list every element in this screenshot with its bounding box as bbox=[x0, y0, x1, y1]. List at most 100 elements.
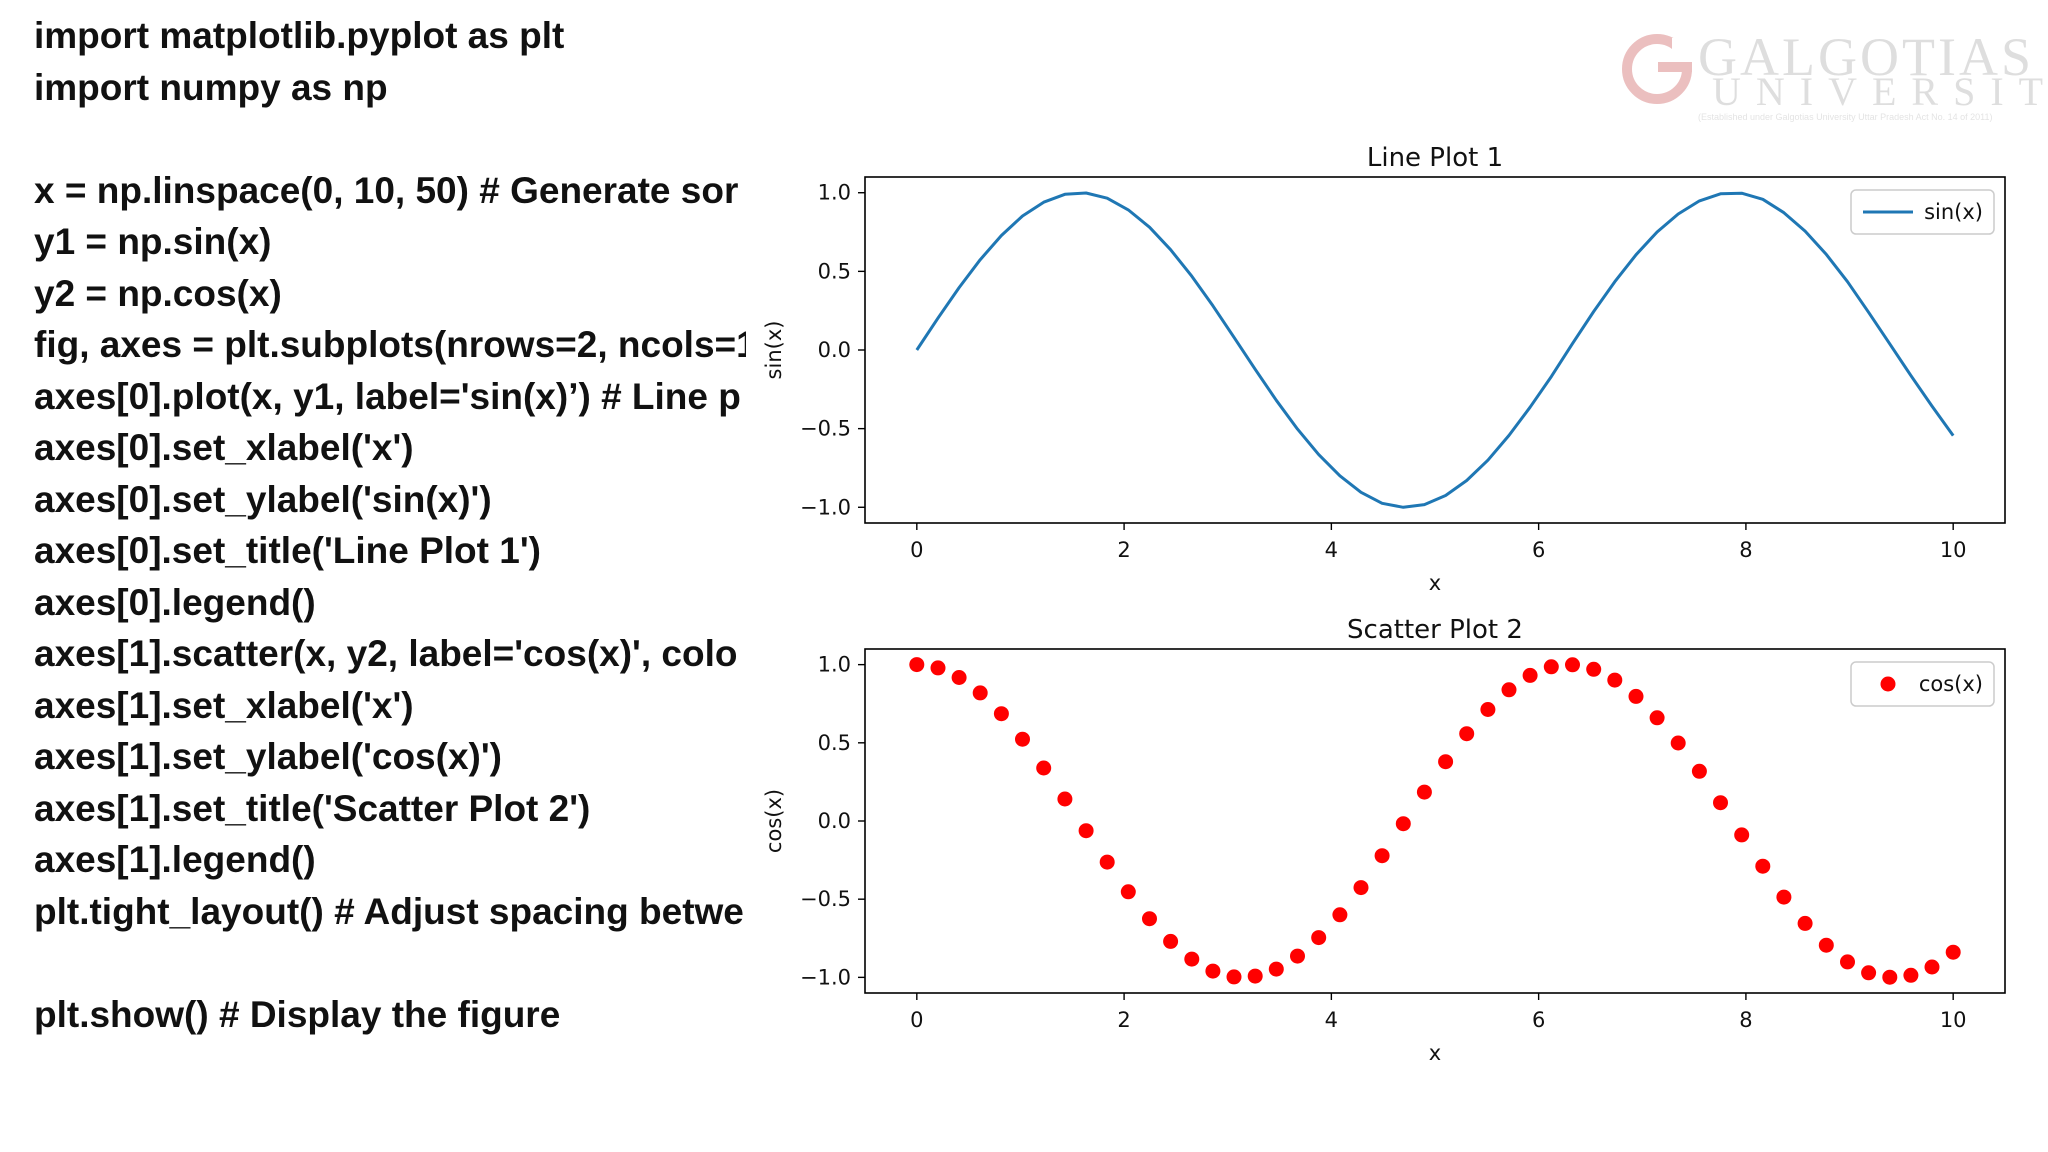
code-line: y1 = np.sin(x) bbox=[34, 221, 272, 262]
code-line: axes[1].scatter(x, y2, label='cos(x)', c… bbox=[34, 633, 738, 674]
scatter-point bbox=[1797, 915, 1813, 931]
y-axis-label: sin(x) bbox=[762, 321, 786, 380]
series-line-sin bbox=[915, 191, 1955, 509]
scatter-point bbox=[1649, 710, 1665, 726]
university-logo: GALGOTIAS UNIVERSITY (Established under … bbox=[1600, 0, 2048, 140]
scatter-point bbox=[1691, 763, 1707, 779]
x-tick-label: 4 bbox=[1325, 1008, 1338, 1032]
scatter-point bbox=[1268, 961, 1284, 977]
scatter-point bbox=[951, 670, 967, 685]
x-tick-label: 10 bbox=[1940, 1008, 1967, 1032]
scatter-point bbox=[1374, 848, 1390, 864]
scatter-point bbox=[909, 657, 925, 673]
y-tick-label: 0.0 bbox=[818, 338, 851, 362]
scatter-point bbox=[1247, 968, 1263, 984]
scatter-point bbox=[1459, 726, 1475, 742]
scatter-point bbox=[1184, 951, 1200, 967]
legend: cos(x) bbox=[1850, 661, 1995, 707]
chart-title: Scatter Plot 2 bbox=[1347, 615, 1523, 645]
code-listing: import matplotlib.pyplot as plt import nu… bbox=[34, 10, 746, 1060]
scatter-point bbox=[1522, 667, 1538, 683]
scatter-point bbox=[1057, 791, 1073, 807]
scatter-point bbox=[1226, 969, 1242, 985]
scatter-point bbox=[1670, 735, 1686, 751]
scatter-point bbox=[1818, 937, 1834, 953]
scatter-point bbox=[1099, 854, 1115, 870]
logo-name: GALGOTIAS bbox=[1698, 27, 2034, 87]
code-line: axes[0].set_xlabel('x') bbox=[34, 427, 414, 468]
scatter-point bbox=[993, 706, 1009, 722]
legend-label: cos(x) bbox=[1919, 672, 1983, 696]
scatter-point bbox=[1311, 930, 1327, 946]
scatter-point bbox=[1628, 688, 1644, 704]
code-line: axes[0].plot(x, y1, label='sin(x)’) # Li… bbox=[34, 375, 741, 417]
y-tick-label: 0.5 bbox=[818, 259, 851, 283]
code-line: axes[1].set_ylabel('cos(x)') bbox=[34, 736, 502, 777]
x-tick-label: 6 bbox=[1532, 1008, 1545, 1032]
code-line: y2 = np.cos(x) bbox=[34, 272, 282, 314]
scatter-point bbox=[1755, 858, 1771, 874]
scatter-plot-axes: Scatter Plot 2 0 2 4 6 8 10 1.0 0.5 0.0 −0.5 −1.0 x c… bbox=[762, 615, 2006, 1065]
y-tick-label: 1.0 bbox=[818, 653, 851, 677]
y-tick-label: 0.5 bbox=[818, 731, 851, 755]
scatter-point bbox=[1565, 657, 1580, 673]
axes-frame bbox=[864, 648, 2006, 994]
scatter-point bbox=[1840, 954, 1855, 970]
scatter-point bbox=[1142, 911, 1157, 927]
scatter-point bbox=[930, 660, 946, 676]
x-axis-label: x bbox=[1429, 1041, 1441, 1065]
code-line: axes[0].set_title('Line Plot 1') bbox=[34, 530, 541, 571]
x-tick-label: 10 bbox=[1940, 538, 1967, 562]
axes-frame bbox=[864, 176, 2006, 524]
scatter-point bbox=[1882, 969, 1898, 985]
x-tick-label: 2 bbox=[1117, 1008, 1130, 1032]
x-tick-label: 0 bbox=[910, 1008, 923, 1032]
scatter-point bbox=[1163, 933, 1179, 949]
scatter-point bbox=[1353, 880, 1369, 896]
code-line: axes[1].set_title('Scatter Plot 2') bbox=[34, 787, 591, 829]
scatter-point bbox=[1543, 659, 1559, 675]
line-plot-axes: Line Plot 1 0 2 4 6 8 10 1.0 0.5 0.0 −0.5 −1.0 x sin(… bbox=[762, 143, 2006, 595]
code-line: axes[1].set_xlabel('x') bbox=[34, 684, 414, 726]
code-line: axes[0].legend() bbox=[34, 581, 316, 623]
scatter-point bbox=[1438, 754, 1454, 770]
scatter-point bbox=[972, 685, 988, 701]
scatter-point bbox=[1501, 682, 1517, 698]
logo-subtitle: UNIVERSITY bbox=[1712, 69, 2048, 114]
code-line: import matplotlib.pyplot as plt bbox=[34, 15, 565, 56]
y-axis-label: cos(x) bbox=[762, 789, 786, 853]
legend-label: sin(x) bbox=[1924, 200, 1983, 224]
legend-marker-swatch bbox=[1880, 676, 1896, 692]
scatter-point bbox=[1776, 889, 1792, 905]
y-tick-label: 1.0 bbox=[818, 181, 851, 205]
scatter-point bbox=[1120, 884, 1136, 900]
scatter-point bbox=[1395, 816, 1411, 832]
scatter-point bbox=[1416, 784, 1432, 800]
y-tick-label: 0.0 bbox=[818, 809, 851, 833]
scatter-point bbox=[1945, 944, 1961, 960]
scatter-point bbox=[1713, 795, 1728, 811]
scatter-point bbox=[1861, 965, 1877, 981]
scatter-point bbox=[1924, 959, 1940, 975]
x-tick-label: 2 bbox=[1117, 538, 1130, 562]
x-axis-label: x bbox=[1429, 571, 1441, 595]
legend: sin(x) bbox=[1850, 189, 1995, 235]
code-line: axes[1].legend() bbox=[34, 839, 316, 880]
scatter-point bbox=[1015, 731, 1030, 747]
code-line: plt.tight_layout() # Adjust spacing betw… bbox=[34, 890, 744, 932]
x-tick-label: 0 bbox=[910, 538, 923, 562]
y-tick-label: −1.0 bbox=[800, 495, 851, 519]
code-line: x = np.linspace(0, 10, 50) # Generate so… bbox=[34, 169, 739, 211]
logo-emblem-icon bbox=[1622, 34, 1694, 104]
legend-box bbox=[1850, 189, 1995, 235]
scatter-point bbox=[1607, 672, 1623, 688]
logo-fine-print: (Established under Galgotias University … bbox=[1698, 112, 1993, 122]
legend-box bbox=[1850, 661, 1995, 707]
scatter-point bbox=[1205, 963, 1221, 979]
code-line: import numpy as np bbox=[34, 66, 388, 108]
x-tick-label: 8 bbox=[1739, 1008, 1752, 1032]
x-tick-label: 6 bbox=[1532, 538, 1545, 562]
scatter-point bbox=[1036, 760, 1052, 776]
scatter-point bbox=[1903, 967, 1919, 983]
